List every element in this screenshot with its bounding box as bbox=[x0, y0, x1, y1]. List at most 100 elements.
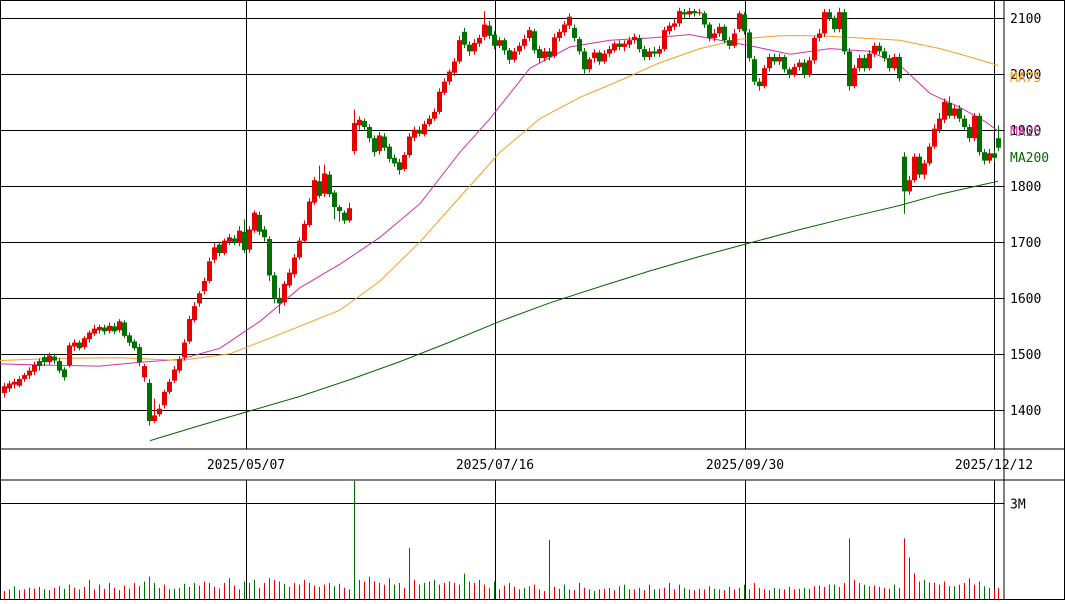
candle-body-148 bbox=[742, 14, 747, 32]
candle-body-193 bbox=[967, 127, 972, 139]
candle-body-174 bbox=[872, 45, 877, 54]
candle-body-63 bbox=[317, 181, 322, 196]
candle-body-163 bbox=[817, 33, 822, 38]
candle-body-109 bbox=[547, 51, 552, 57]
candle-body-115 bbox=[577, 39, 582, 52]
price-tick-label-3: 1700 bbox=[1010, 236, 1041, 251]
candle-body-185 bbox=[927, 146, 932, 164]
candle-body-7 bbox=[37, 361, 42, 367]
candle-body-131 bbox=[657, 49, 662, 54]
candle-body-49 bbox=[247, 229, 252, 250]
candle-body-172 bbox=[862, 58, 867, 69]
candle-body-45 bbox=[227, 237, 232, 242]
candle-body-84 bbox=[422, 124, 427, 135]
candle-body-10 bbox=[52, 356, 57, 361]
candle-body-42 bbox=[212, 247, 217, 260]
candle-body-157 bbox=[787, 69, 792, 75]
candle-body-24 bbox=[122, 322, 127, 336]
candle-body-31 bbox=[157, 408, 162, 415]
candle-body-142 bbox=[712, 33, 717, 38]
candle-body-20 bbox=[102, 327, 107, 332]
candle-body-26 bbox=[132, 341, 137, 349]
candle-body-143 bbox=[717, 26, 722, 34]
candle-body-88 bbox=[442, 81, 447, 93]
candle-body-171 bbox=[857, 58, 862, 69]
candle-body-4 bbox=[22, 375, 27, 379]
candle-body-107 bbox=[537, 49, 542, 59]
candle-body-44 bbox=[222, 240, 227, 253]
candle-body-92 bbox=[462, 31, 467, 45]
candle-body-39 bbox=[197, 293, 202, 304]
candle-body-72 bbox=[362, 120, 367, 127]
candle-body-50 bbox=[252, 212, 257, 231]
candle-body-56 bbox=[282, 283, 287, 303]
candle-body-153 bbox=[767, 57, 772, 69]
candle-body-199 bbox=[996, 138, 1001, 148]
candle-body-170 bbox=[852, 68, 857, 87]
candle-body-100 bbox=[502, 40, 507, 51]
candle-body-168 bbox=[842, 12, 847, 52]
candle-body-73 bbox=[367, 127, 372, 139]
candle-body-154 bbox=[772, 57, 777, 62]
candle-body-11 bbox=[57, 361, 62, 371]
candle-body-16 bbox=[82, 338, 87, 348]
price-tick-label-2: 1600 bbox=[1010, 292, 1041, 307]
candle-body-91 bbox=[457, 40, 462, 62]
candle-body-133 bbox=[667, 25, 672, 32]
candle-body-126 bbox=[632, 36, 637, 41]
candle-body-128 bbox=[642, 49, 647, 57]
candle-body-32 bbox=[162, 391, 167, 406]
candle-body-74 bbox=[372, 138, 377, 153]
candle-body-135 bbox=[677, 11, 682, 24]
candle-body-141 bbox=[707, 24, 712, 38]
candle-body-166 bbox=[832, 17, 837, 29]
candle-body-29 bbox=[147, 382, 152, 421]
candle-body-58 bbox=[292, 257, 297, 275]
candle-body-25 bbox=[127, 335, 132, 343]
candle-body-162 bbox=[812, 37, 817, 61]
candle-body-121 bbox=[607, 49, 612, 54]
candle-body-89 bbox=[447, 71, 452, 82]
candle-body-34 bbox=[172, 369, 177, 381]
candle-body-98 bbox=[492, 34, 497, 46]
candle-body-76 bbox=[382, 136, 387, 148]
candle-body-114 bbox=[572, 27, 577, 38]
candle-body-65 bbox=[327, 174, 332, 195]
volume-tick-label: 3M bbox=[1010, 498, 1026, 513]
candle-body-139 bbox=[697, 12, 702, 14]
candle-body-177 bbox=[887, 58, 892, 69]
ma-legend: MA200 MA25 MA75 bbox=[1010, 71, 1049, 166]
candle-body-64 bbox=[322, 173, 327, 194]
candle-body-95 bbox=[477, 37, 482, 44]
volume-bars bbox=[4, 481, 999, 599]
candle-body-37 bbox=[187, 319, 192, 342]
candle-body-70 bbox=[352, 123, 357, 152]
ma-line-ma75 bbox=[0, 35, 999, 362]
candle-body-125 bbox=[627, 40, 632, 45]
candle-body-15 bbox=[77, 342, 82, 349]
candle-body-104 bbox=[522, 39, 527, 46]
candle-body-96 bbox=[482, 24, 487, 37]
candle-body-178 bbox=[892, 57, 897, 69]
candle-body-28 bbox=[142, 366, 147, 378]
price-tick-label-1: 1500 bbox=[1010, 348, 1041, 363]
candle-body-144 bbox=[722, 26, 727, 41]
candle-body-62 bbox=[312, 180, 317, 203]
candle-body-197 bbox=[987, 153, 992, 161]
candle-body-122 bbox=[612, 43, 617, 51]
candle-body-152 bbox=[762, 68, 767, 87]
candle-body-101 bbox=[507, 50, 512, 60]
candle-body-192 bbox=[962, 118, 967, 127]
candle-body-132 bbox=[662, 30, 667, 50]
candle-body-118 bbox=[592, 52, 597, 59]
candle-body-35 bbox=[177, 359, 182, 371]
candle-body-97 bbox=[487, 25, 492, 36]
candle-body-71 bbox=[357, 119, 362, 126]
candle-body-117 bbox=[587, 59, 592, 70]
candle-body-183 bbox=[917, 156, 922, 175]
candle-body-48 bbox=[242, 231, 247, 251]
candle-body-55 bbox=[277, 297, 282, 304]
candle-body-79 bbox=[397, 162, 402, 171]
